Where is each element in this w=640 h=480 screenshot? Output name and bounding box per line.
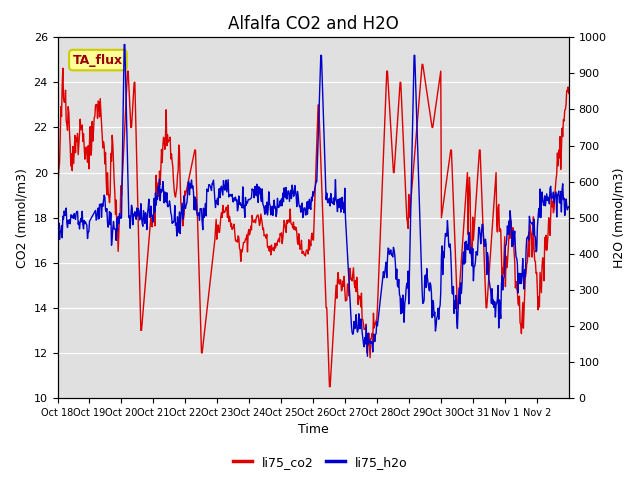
li75_co2 [395,99,403,105]
Title: Alfalfa CO2 and H2O: Alfalfa CO2 and H2O [228,15,399,33]
li75_h2o [234,208,241,214]
li75_h2o [54,233,61,239]
li75_co2 [114,225,122,231]
li75_co2 [366,355,374,360]
Line: li75_co2: li75_co2 [58,64,569,387]
X-axis label: Time: Time [298,423,328,436]
li75_h2o [208,180,216,186]
li75_h2o [253,181,260,187]
li75_co2 [233,237,241,243]
li75_h2o [364,353,371,359]
Line: li75_h2o: li75_h2o [58,45,569,356]
li75_co2 [565,91,573,96]
li75_co2 [419,61,426,67]
li75_h2o [565,204,573,210]
li75_h2o [120,42,128,48]
Y-axis label: H2O (mmol/m3): H2O (mmol/m3) [612,168,625,268]
li75_co2 [252,216,260,221]
Text: TA_flux: TA_flux [73,54,123,67]
Legend: li75_co2, li75_h2o: li75_co2, li75_h2o [228,451,412,474]
li75_h2o [367,341,374,347]
Y-axis label: CO2 (mmol/m3): CO2 (mmol/m3) [15,168,28,267]
li75_co2 [54,211,61,216]
li75_co2 [207,267,215,273]
li75_h2o [396,292,403,298]
li75_co2 [326,384,333,390]
li75_h2o [114,228,122,234]
